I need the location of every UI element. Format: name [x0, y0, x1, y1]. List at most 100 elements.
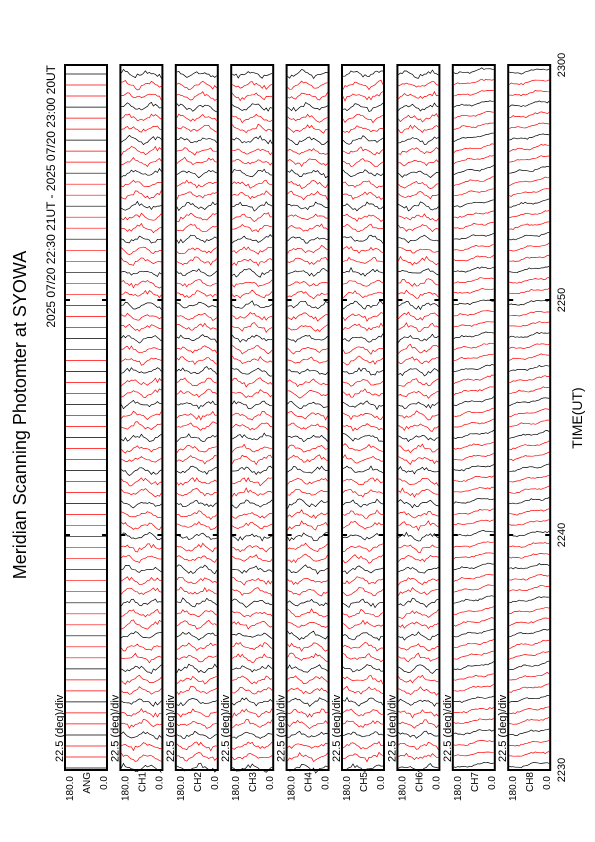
trace — [232, 159, 273, 166]
trace — [453, 629, 494, 638]
trace — [453, 541, 494, 548]
chart-title: Meridian Scanning Photomter at SYOWA — [10, 251, 30, 579]
trace — [121, 200, 162, 211]
trace — [453, 650, 494, 660]
trace — [398, 124, 439, 133]
trace — [509, 542, 550, 548]
trace — [287, 752, 328, 763]
trace — [342, 477, 384, 486]
trace — [121, 190, 162, 200]
trace — [398, 278, 439, 287]
trace — [121, 92, 162, 101]
trace — [231, 168, 273, 178]
y-bottom-label: 0.0 — [210, 776, 221, 790]
trace — [287, 113, 328, 123]
trace — [232, 533, 273, 542]
trace — [453, 155, 494, 165]
trace — [342, 367, 384, 376]
trace — [287, 324, 328, 333]
trace — [509, 706, 550, 715]
trace — [121, 531, 162, 541]
trace — [287, 608, 328, 618]
trace — [453, 418, 494, 428]
trace — [453, 210, 494, 219]
trace — [453, 486, 494, 493]
trace — [398, 566, 439, 574]
trace — [453, 429, 495, 439]
trace — [176, 179, 217, 189]
trace — [176, 577, 218, 585]
trace — [232, 367, 273, 377]
trace — [398, 180, 439, 189]
trace — [121, 410, 162, 420]
trace — [453, 111, 494, 119]
trace — [231, 300, 273, 309]
trace — [121, 167, 162, 178]
trace — [287, 422, 328, 431]
trace — [176, 730, 217, 739]
trace — [231, 753, 273, 761]
trace — [398, 159, 439, 167]
y-bottom-label: 0.0 — [99, 776, 110, 790]
trace — [287, 244, 328, 254]
trace — [509, 639, 550, 649]
trace — [287, 434, 328, 443]
trace — [287, 300, 328, 310]
trace — [342, 312, 384, 322]
trace — [509, 68, 550, 75]
trace — [509, 629, 550, 637]
trace — [231, 587, 273, 597]
trace — [453, 573, 494, 582]
y-bottom-label: 0.0 — [376, 776, 387, 790]
trace — [287, 356, 328, 364]
trace — [121, 488, 162, 498]
trace — [509, 596, 550, 604]
trace — [232, 565, 273, 574]
trace — [453, 255, 495, 262]
channel-label: CH5 — [359, 772, 370, 792]
trace — [453, 519, 494, 526]
trace — [398, 730, 439, 739]
trace — [232, 763, 273, 773]
y-bottom-label: 0.0 — [487, 776, 498, 790]
trace — [231, 554, 273, 562]
trace — [342, 642, 384, 652]
trace — [287, 465, 328, 474]
trace — [232, 246, 273, 255]
trace — [398, 511, 439, 519]
trace — [453, 762, 494, 768]
trace — [398, 343, 439, 354]
trace — [231, 345, 273, 355]
trace — [398, 301, 439, 311]
trace — [231, 487, 273, 497]
trace — [342, 355, 384, 366]
trace — [176, 465, 217, 475]
trace — [176, 156, 217, 166]
trace — [342, 763, 383, 772]
trace — [231, 719, 273, 729]
trace — [121, 222, 162, 234]
trace — [287, 92, 328, 101]
trace — [121, 631, 162, 639]
y-bottom-label: 0.0 — [431, 776, 442, 790]
trace — [231, 377, 273, 388]
y-bottom-label: 0.0 — [542, 776, 553, 790]
trace — [453, 90, 494, 97]
trace — [287, 68, 328, 80]
trace — [176, 169, 217, 179]
trace — [121, 279, 162, 289]
panel-scale: 22.5 (deg)/div — [442, 694, 454, 762]
trace — [453, 353, 494, 362]
trace — [453, 143, 494, 154]
trace — [121, 388, 162, 399]
trace — [231, 92, 273, 102]
panel-scale: 22.5 (deg)/div — [109, 694, 121, 762]
trace — [398, 531, 439, 542]
trace — [231, 268, 273, 278]
trace — [176, 597, 218, 608]
trace — [287, 642, 328, 652]
trace — [232, 135, 273, 145]
panel-scale: 22.5 (deg)/div — [220, 694, 232, 762]
panel-scale: 22.5 (deg)/div — [386, 694, 398, 762]
trace — [121, 157, 162, 168]
